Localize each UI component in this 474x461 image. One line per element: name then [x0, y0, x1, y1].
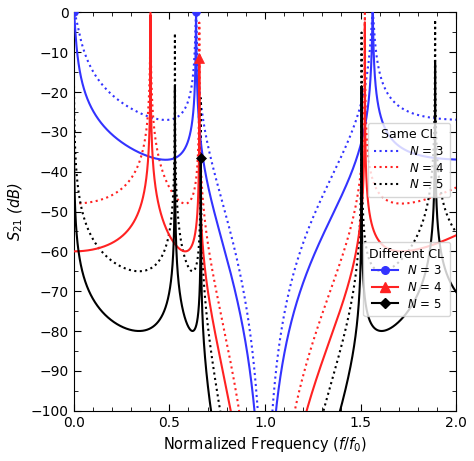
X-axis label: Normalized Frequency ($f$/$f_0$): Normalized Frequency ($f$/$f_0$)	[163, 435, 367, 454]
Y-axis label: $S_{21}$ (dB): $S_{21}$ (dB)	[7, 182, 25, 241]
Legend: $N$ = 3, $N$ = 4, $N$ = 5: $N$ = 3, $N$ = 4, $N$ = 5	[364, 242, 450, 316]
